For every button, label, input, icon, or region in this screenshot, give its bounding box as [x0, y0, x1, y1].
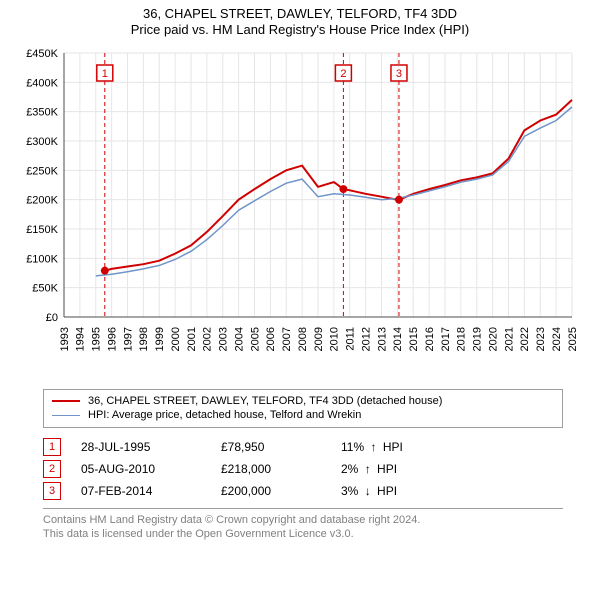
svg-text:1993: 1993 — [59, 327, 71, 351]
delta-suffix: HPI — [383, 440, 403, 454]
delta-pct: 2% — [341, 462, 358, 476]
svg-text:£450K: £450K — [26, 48, 58, 60]
svg-text:£50K: £50K — [32, 282, 58, 294]
svg-text:1998: 1998 — [138, 327, 150, 351]
svg-text:2021: 2021 — [503, 327, 515, 351]
svg-text:2008: 2008 — [297, 327, 309, 351]
page: 36, CHAPEL STREET, DAWLEY, TELFORD, TF4 … — [0, 0, 600, 590]
event-date: 07-FEB-2014 — [81, 484, 221, 498]
svg-text:1994: 1994 — [75, 327, 87, 351]
arrow-down-icon: ↓ — [362, 484, 374, 498]
title-line-1: 36, CHAPEL STREET, DAWLEY, TELFORD, TF4 … — [0, 6, 600, 22]
event-price: £218,000 — [221, 462, 341, 476]
svg-text:2012: 2012 — [360, 327, 372, 351]
legend-item-0: 36, CHAPEL STREET, DAWLEY, TELFORD, TF4 … — [52, 394, 554, 409]
svg-text:2018: 2018 — [456, 327, 468, 351]
svg-text:2006: 2006 — [265, 327, 277, 351]
sale-point-3 — [395, 195, 403, 203]
svg-text:2001: 2001 — [186, 327, 198, 351]
footer-line-1: Contains HM Land Registry data © Crown c… — [43, 513, 563, 527]
svg-text:2007: 2007 — [281, 327, 293, 351]
title-line-2: Price paid vs. HM Land Registry's House … — [0, 22, 600, 38]
svg-text:1996: 1996 — [106, 327, 118, 351]
svg-text:2020: 2020 — [487, 327, 499, 351]
sale-point-2 — [339, 185, 347, 193]
sale-event-2: 2 05-AUG-2010£218,0002% ↑ HPI — [43, 460, 563, 478]
svg-text:2019: 2019 — [472, 327, 484, 351]
svg-text:£200K: £200K — [26, 194, 58, 206]
svg-text:2014: 2014 — [392, 327, 404, 351]
svg-text:£100K: £100K — [26, 253, 58, 265]
svg-text:£350K: £350K — [26, 106, 58, 118]
svg-text:2: 2 — [340, 67, 346, 79]
svg-text:2009: 2009 — [313, 327, 325, 351]
svg-text:2015: 2015 — [408, 327, 420, 351]
delta-pct: 3% — [341, 484, 358, 498]
delta-suffix: HPI — [377, 462, 397, 476]
svg-text:2004: 2004 — [233, 327, 245, 351]
svg-text:1999: 1999 — [154, 327, 166, 351]
legend-label: HPI: Average price, detached house, Telf… — [88, 408, 361, 423]
event-delta: 2% ↑ HPI — [341, 462, 461, 476]
svg-text:2002: 2002 — [202, 327, 214, 351]
price-chart: £0 £50K £100K £150K £200K £250K £300K £350K £400… — [20, 45, 580, 385]
event-date: 28-JUL-1995 — [81, 440, 221, 454]
svg-text:2024: 2024 — [551, 327, 563, 351]
legend-item-1: HPI: Average price, detached house, Telf… — [52, 408, 554, 423]
event-delta: 3% ↓ HPI — [341, 484, 461, 498]
delta-pct: 11% — [341, 440, 364, 454]
chart-titles: 36, CHAPEL STREET, DAWLEY, TELFORD, TF4 … — [0, 0, 600, 39]
sale-point-1 — [101, 266, 109, 274]
legend-swatch — [52, 400, 80, 402]
svg-text:2011: 2011 — [345, 327, 357, 351]
svg-text:2003: 2003 — [218, 327, 230, 351]
event-delta: 11% ↑ HPI — [341, 440, 461, 454]
arrow-up-icon: ↑ — [362, 462, 374, 476]
svg-text:3: 3 — [396, 67, 402, 79]
svg-text:1997: 1997 — [122, 327, 134, 351]
svg-text:1995: 1995 — [91, 327, 103, 351]
legend-label: 36, CHAPEL STREET, DAWLEY, TELFORD, TF4 … — [88, 394, 442, 409]
svg-text:2025: 2025 — [567, 327, 579, 351]
svg-text:2013: 2013 — [376, 327, 388, 351]
svg-text:2000: 2000 — [170, 327, 182, 351]
svg-text:2023: 2023 — [535, 327, 547, 351]
svg-text:£250K: £250K — [26, 165, 58, 177]
svg-text:1: 1 — [102, 67, 108, 79]
event-price: £78,950 — [221, 440, 341, 454]
svg-text:2010: 2010 — [329, 327, 341, 351]
legend: 36, CHAPEL STREET, DAWLEY, TELFORD, TF4 … — [43, 389, 563, 429]
delta-suffix: HPI — [377, 484, 397, 498]
svg-text:2005: 2005 — [249, 327, 261, 351]
svg-text:£150K: £150K — [26, 224, 58, 236]
legend-swatch — [52, 415, 80, 416]
svg-text:£0: £0 — [46, 312, 58, 324]
footer: Contains HM Land Registry data © Crown c… — [43, 508, 563, 542]
arrow-up-icon: ↑ — [367, 440, 379, 454]
sale-event-3: 3 07-FEB-2014£200,0003% ↓ HPI — [43, 482, 563, 500]
event-badge: 1 — [43, 438, 61, 456]
svg-text:2017: 2017 — [440, 327, 452, 351]
chart-svg: £0 £50K £100K £150K £200K £250K £300K £350K £400… — [20, 45, 580, 385]
event-date: 05-AUG-2010 — [81, 462, 221, 476]
svg-text:2016: 2016 — [424, 327, 436, 351]
sale-events: 1 28-JUL-1995£78,95011% ↑ HPI 2 05-AUG-2010… — [43, 438, 563, 500]
footer-line-2: This data is licensed under the Open Gov… — [43, 527, 563, 541]
event-badge: 3 — [43, 482, 61, 500]
event-price: £200,000 — [221, 484, 341, 498]
sale-event-1: 1 28-JUL-1995£78,95011% ↑ HPI — [43, 438, 563, 456]
svg-text:£300K: £300K — [26, 136, 58, 148]
svg-text:£400K: £400K — [26, 77, 58, 89]
event-badge: 2 — [43, 460, 61, 478]
svg-text:2022: 2022 — [519, 327, 531, 351]
